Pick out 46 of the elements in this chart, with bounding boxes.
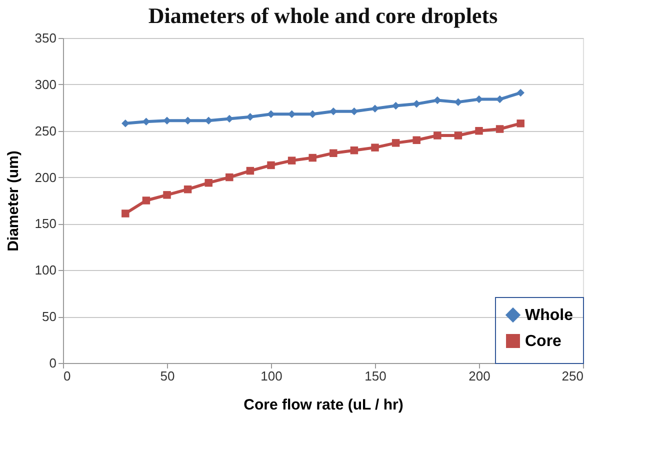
point [350, 146, 358, 154]
x-tick-label: 250 [562, 368, 584, 384]
point [516, 88, 524, 97]
point [454, 132, 462, 140]
x-tick-label: 50 [160, 368, 175, 384]
x-axis-title: Core flow rate (uL / hr) [244, 396, 404, 414]
y-axis-title: Diameter (um) [4, 150, 22, 252]
x-tick-label: 150 [364, 368, 386, 384]
point [516, 120, 524, 128]
point [412, 136, 420, 144]
point [163, 191, 171, 199]
point [371, 104, 379, 112]
legend-label: Whole [525, 307, 574, 324]
point [142, 196, 150, 204]
point [246, 166, 254, 175]
y-tick-label: 350 [34, 30, 56, 46]
point [434, 132, 442, 140]
x-tick-label: 100 [260, 368, 282, 384]
point [308, 154, 316, 162]
point [122, 120, 130, 128]
y-tick-label: 0 [49, 356, 56, 370]
point [267, 110, 275, 118]
point [184, 185, 192, 194]
chart-title: Diameters of whole and core droplets [148, 3, 498, 28]
legend-label: Core [525, 333, 562, 350]
point [267, 161, 275, 170]
point [412, 100, 420, 108]
y-tick-label: 200 [34, 170, 56, 185]
y-tick-label: 150 [34, 216, 56, 232]
point [122, 210, 130, 218]
x-tick-label: 200 [468, 368, 490, 384]
point [496, 125, 504, 133]
point [392, 139, 400, 147]
y-tick-label: 250 [34, 123, 56, 138]
point [163, 116, 171, 125]
point [226, 173, 234, 182]
y-tick-label: 300 [34, 76, 56, 92]
point [204, 178, 212, 187]
x-tick-label: 0 [64, 368, 71, 384]
point [454, 98, 462, 106]
y-tick-label: 100 [34, 262, 56, 278]
point [475, 126, 483, 135]
point [330, 149, 338, 158]
point [288, 156, 296, 164]
y-tick-label: 50 [42, 309, 56, 324]
point [371, 144, 379, 152]
